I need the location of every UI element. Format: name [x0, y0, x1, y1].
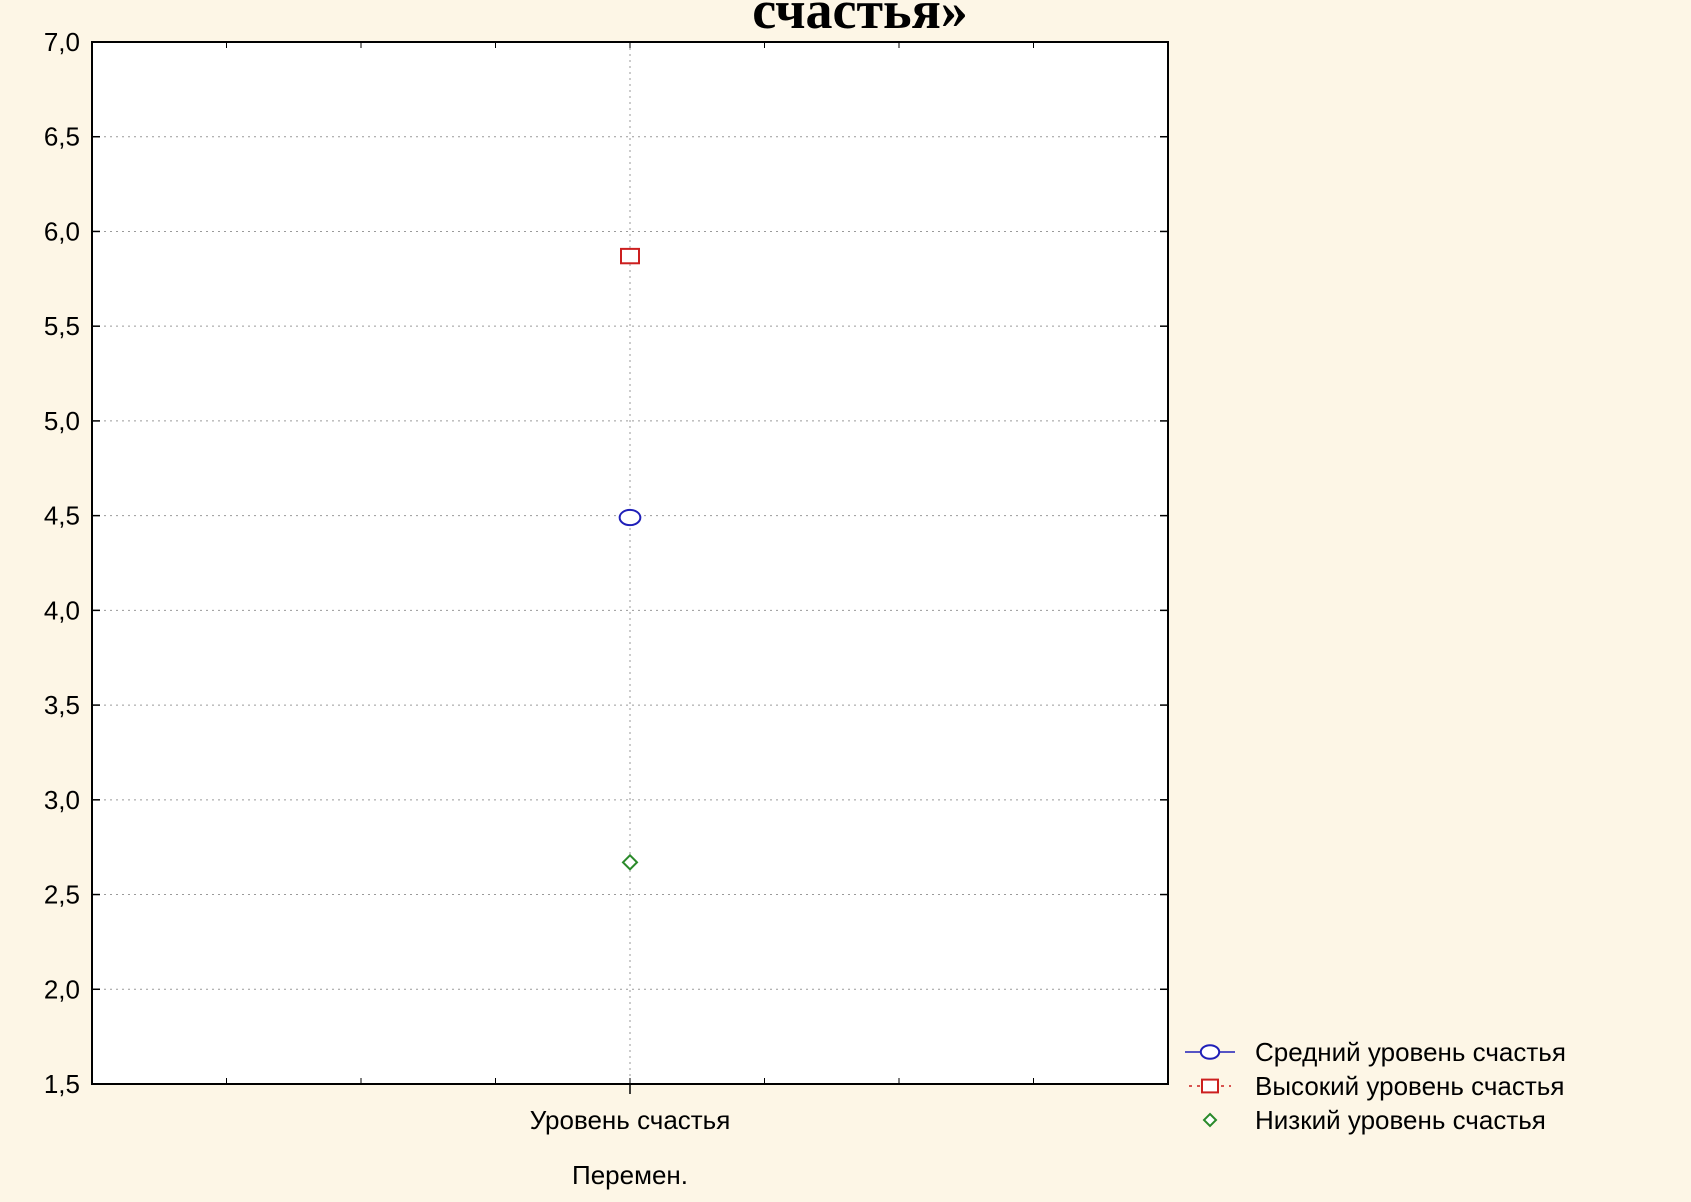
legend-marker-square: [1201, 1078, 1219, 1094]
plot-area: [91, 41, 1169, 1085]
x-axis-title: Перемен.: [572, 1160, 688, 1190]
data-point-circle: [618, 508, 642, 527]
y-tick-label: 4,0: [44, 595, 80, 625]
legend-label: Средний уровень счастья: [1255, 1037, 1566, 1067]
y-tick-label: 1,5: [44, 1069, 80, 1099]
legend-marker-diamond: [1202, 1112, 1218, 1128]
y-tick-label: 5,0: [44, 406, 80, 436]
legend-label: Высокий уровень счастья: [1255, 1071, 1564, 1101]
axes: 1,5 2,0 2,5 3,0 3,5 4,0 4,5 5,0 5,5 6,0 6,5 7,0 Уров…: [44, 27, 1168, 1135]
y-tick-label: 6,5: [44, 122, 80, 152]
y-tick-label: 2,0: [44, 974, 80, 1004]
legend-marker-circle: [1199, 1044, 1221, 1060]
data-point-square: [620, 247, 640, 265]
y-tick-label: 6,0: [44, 216, 80, 246]
legend: Средний уровень счастья Высокий уровень с…: [1185, 1037, 1566, 1135]
x-tick-label: Уровень счастья: [530, 1105, 731, 1135]
legend-label: Низкий уровень счастья: [1255, 1105, 1546, 1135]
data-points: [618, 247, 642, 871]
chart-title: счастья»: [752, 0, 968, 40]
y-tick-label: 2,5: [44, 880, 80, 910]
y-tick-label: 4,5: [44, 501, 80, 531]
y-tick-label: 7,0: [44, 27, 80, 57]
y-tick-label: 5,5: [44, 311, 80, 341]
data-point-diamond: [621, 853, 639, 871]
y-tick-label: 3,0: [44, 785, 80, 815]
y-tick-label: 3,5: [44, 690, 80, 720]
